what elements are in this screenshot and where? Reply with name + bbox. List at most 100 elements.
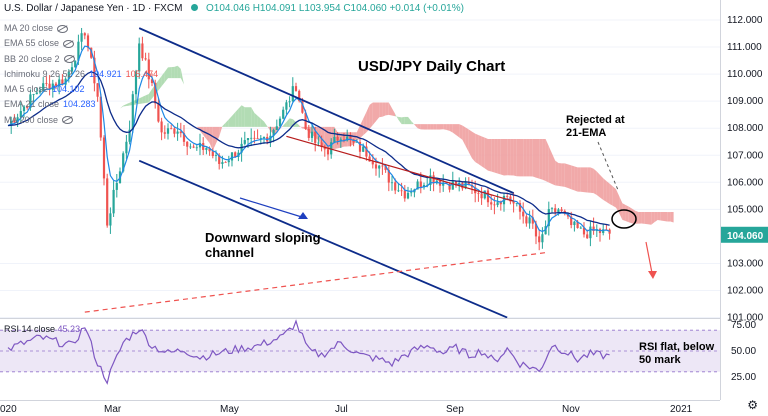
chart-header: U.S. Dollar / Japanese Yen · 1D · FXCM O…: [4, 3, 464, 14]
cloud-segment: [411, 120, 415, 125]
symbol-title[interactable]: U.S. Dollar / Japanese Yen · 1D · FXCM: [4, 3, 183, 14]
cloud-segment: [408, 116, 412, 125]
cloud-segment: [168, 67, 172, 79]
candle-body: [333, 136, 336, 143]
candle-body: [67, 71, 70, 79]
candle-body: [365, 146, 368, 157]
candle-body: [310, 131, 314, 138]
candle-body: [506, 195, 509, 197]
candle-body: [147, 59, 150, 80]
cloud-segment: [504, 139, 508, 176]
candle-body: [35, 92, 38, 95]
candle-body: [298, 90, 301, 102]
candle-body: [106, 178, 109, 226]
cloud-segment: [446, 124, 450, 131]
candle-body: [122, 153, 125, 172]
cloud-segment: [625, 204, 629, 223]
rsi-annotation: RSI flat, below 50 mark: [639, 341, 715, 366]
candle-body: [125, 141, 128, 154]
candle-body: [317, 142, 320, 144]
cloud-segment: [539, 139, 543, 180]
candle-body: [416, 181, 419, 190]
cloud-segment: [171, 66, 175, 79]
candle-body: [182, 133, 186, 142]
candle-body: [128, 129, 131, 142]
candle-body: [608, 229, 611, 234]
candle-body: [570, 216, 573, 226]
candle-body: [282, 109, 285, 119]
candle-body: [403, 190, 406, 199]
cloud-segment: [536, 139, 540, 179]
visibility-eye-icon[interactable]: [63, 55, 75, 64]
candle-body: [256, 138, 259, 139]
indicator-row[interactable]: EMA 55 close: [4, 36, 158, 51]
indicator-row[interactable]: MA 20 close: [4, 21, 158, 36]
cloud-segment: [414, 124, 418, 129]
candle-body: [362, 146, 365, 152]
candle-body: [74, 60, 77, 68]
price-tick-label: 112.000: [727, 15, 763, 26]
candle-body: [291, 86, 294, 102]
cloud-segment: [644, 212, 648, 225]
trend-lines: [84, 27, 546, 319]
cloud-segment: [606, 180, 610, 204]
cloud-segment: [254, 112, 258, 127]
candle-body: [224, 162, 227, 163]
cloud-segment: [427, 124, 431, 130]
indicator-row[interactable]: MA 5 close 104.102: [4, 84, 85, 95]
rsi-tick-label: 75.00: [731, 320, 756, 331]
candle-body: [381, 165, 384, 167]
rejected-annotation: Rejected at 21-EMA: [566, 114, 625, 139]
candle-body: [109, 213, 112, 226]
candle-body: [355, 141, 358, 143]
candle-body: [442, 182, 445, 186]
support-line[interactable]: [84, 252, 546, 313]
cloud-segment: [574, 166, 578, 192]
candle-body: [432, 175, 435, 184]
cloud-segment: [388, 102, 392, 116]
cloud-segment: [241, 105, 245, 127]
cloud-segment: [398, 116, 402, 125]
candle-body: [211, 151, 214, 156]
settings-gear-icon[interactable]: ⚙: [747, 398, 758, 412]
candle-body: [19, 111, 22, 118]
ichimoku-cloud: [104, 65, 674, 225]
visibility-eye-icon[interactable]: [63, 39, 75, 48]
price-tick-label: 101.000: [727, 313, 764, 324]
candle-body: [550, 208, 554, 210]
time-axis[interactable]: 020 Mar May Jul Sep Nov 2021: [0, 400, 720, 416]
indicator-row[interactable]: MA 200 close: [4, 113, 158, 128]
price-axis[interactable]: 112.000 111.000 110.000 109.000 108.000 107.0…: [721, 15, 768, 383]
visibility-eye-icon[interactable]: [62, 116, 74, 125]
time-tick-label: 2021: [670, 404, 693, 415]
candle-body: [80, 33, 83, 42]
cloud-segment: [264, 121, 268, 127]
cloud-segment: [564, 163, 568, 189]
channel-lower-line[interactable]: [138, 159, 508, 319]
cloud-segment: [510, 139, 514, 176]
cloud-segment: [337, 132, 341, 149]
cloud-segment: [142, 95, 146, 104]
candle-body: [294, 86, 298, 91]
price-pane[interactable]: [0, 0, 720, 318]
status-dot-icon: [191, 4, 199, 11]
rsi-legend[interactable]: RSI 14 close 45.23: [4, 324, 81, 334]
price-tick-label: 108.000: [727, 123, 764, 134]
indicator-row[interactable]: BB 20 close 2: [4, 52, 158, 67]
candle-body: [58, 79, 61, 86]
cloud-segment: [500, 139, 504, 176]
indicator-row[interactable]: Ichimoku 9 26 52 26 104.921 105.474: [4, 68, 159, 79]
resistance-line[interactable]: [286, 135, 514, 202]
candle-body: [278, 118, 282, 127]
candle-body: [141, 43, 144, 59]
cloud-segment: [532, 139, 536, 178]
indicator-row[interactable]: EMA 21 close 104.283: [4, 99, 96, 110]
candle-body: [42, 83, 45, 91]
channel-upper-line[interactable]: [138, 27, 514, 194]
visibility-eye-icon[interactable]: [57, 24, 69, 33]
cloud-segment: [257, 115, 261, 127]
candle-body: [115, 182, 118, 190]
candle-body: [51, 83, 54, 90]
cloud-segment: [478, 134, 482, 167]
